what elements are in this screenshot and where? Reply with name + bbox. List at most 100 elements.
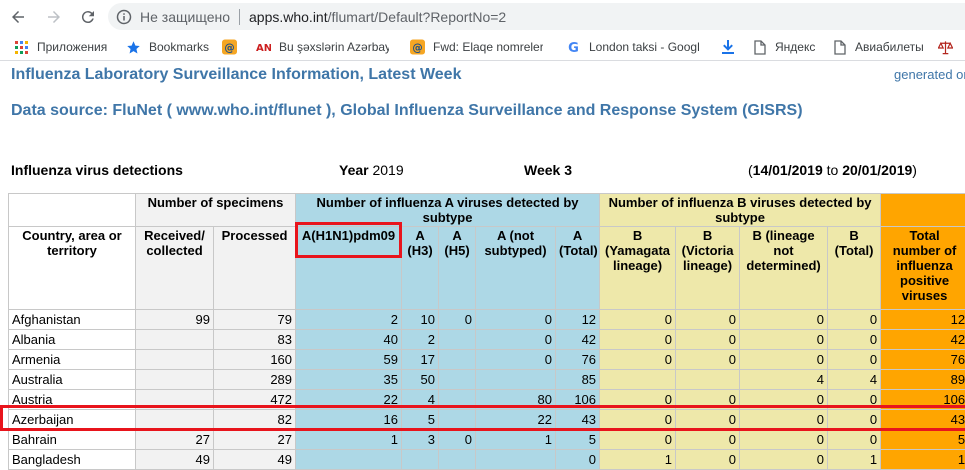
google-icon: G: [566, 40, 581, 55]
cell-total-positive: 76: [881, 350, 965, 370]
cell-h1n1: [296, 450, 402, 470]
cell-country: Austria: [9, 390, 136, 410]
cell-b-total: 0: [828, 430, 881, 450]
col-received: Received/ collected: [136, 227, 214, 310]
cell-b-victoria: 0: [676, 330, 740, 350]
cell-received: [136, 390, 214, 410]
cell-total-positive: 42: [881, 330, 965, 350]
url-path[interactable]: /flumart/Default?ReportNo=2: [328, 9, 507, 25]
cell-a-not-subtyped: 0: [476, 310, 556, 330]
cell-h3: 10: [402, 310, 439, 330]
cell-total-positive: 89: [881, 370, 965, 390]
col-a-not-subtyped: A (not subtyped): [476, 227, 556, 310]
cell-h5: [439, 390, 476, 410]
cell-b-victoria: [676, 370, 740, 390]
col-b-total: B (Total): [828, 227, 881, 310]
scales-icon: [938, 40, 953, 55]
cell-received: [136, 330, 214, 350]
cell-total-positive: 12: [881, 310, 965, 330]
cell-b-victoria: 0: [676, 390, 740, 410]
cell-received: [136, 410, 214, 430]
cell-h3: 4: [402, 390, 439, 410]
address-divider: [239, 9, 240, 25]
bookmark-download[interactable]: [720, 38, 743, 56]
bookmark-mail[interactable]: @: [222, 38, 245, 56]
bookmarks-bar: Приложения Bookmarks @ AN Bu şəxslərin A…: [0, 33, 965, 61]
bookmark-an[interactable]: AN Bu şəxslərin Azərbayc: [256, 38, 389, 56]
cell-b-yamagata: 0: [600, 350, 676, 370]
col-b-undetermined: B (lineage not determined): [740, 227, 828, 310]
arrow-right-icon: [45, 8, 63, 26]
cell-processed: 49: [214, 450, 296, 470]
cell-b-undetermined: 0: [740, 450, 828, 470]
a-viruses-group-header: Number of influenza A viruses detected b…: [296, 194, 600, 227]
cell-a-not-subtyped: 0: [476, 330, 556, 350]
year-label: Year: [339, 162, 369, 178]
cell-b-yamagata: 0: [600, 430, 676, 450]
cell-h5: 0: [439, 430, 476, 450]
security-status[interactable]: Не защищено: [140, 9, 230, 25]
cell-h5: [439, 370, 476, 390]
back-button[interactable]: [6, 5, 30, 29]
cell-b-yamagata: 0: [600, 390, 676, 410]
cell-h1n1: 22: [296, 390, 402, 410]
bookmark-aviabilety[interactable]: Авиабилеты: [832, 38, 924, 56]
browser-toolbar: Не защищено apps.who.int/flumart/Default…: [0, 0, 965, 33]
cell-b-total: 1: [828, 450, 881, 470]
mail-at-icon: @: [410, 40, 425, 55]
bookmark-yandex[interactable]: Яндекс: [752, 38, 815, 56]
cell-b-total: 0: [828, 410, 881, 430]
range-to: 20/01/2019: [842, 162, 912, 178]
cell-b-undetermined: 0: [740, 410, 828, 430]
cell-h3: 5: [402, 410, 439, 430]
bookmark-fwd[interactable]: @ Fwd: Elaqe nomreleri: [410, 38, 543, 56]
svg-text:G: G: [568, 41, 579, 55]
page-title: Influenza Laboratory Surveillance Inform…: [11, 66, 461, 84]
url-host[interactable]: apps.who.int: [249, 9, 328, 25]
col-a-total: A (Total): [556, 227, 600, 310]
week-value: 3: [564, 162, 572, 178]
bookmark-apps[interactable]: Приложения: [14, 38, 107, 56]
specimens-group-header: Number of specimens: [136, 194, 296, 227]
cell-h3: 3: [402, 430, 439, 450]
cell-h1n1: 40: [296, 330, 402, 350]
address-bar[interactable]: Не защищено apps.who.int/flumart/Default…: [108, 3, 965, 30]
cell-country: Australia: [9, 370, 136, 390]
year-field: Year 2019: [339, 162, 404, 178]
bookmark-google[interactable]: G London taksi - Googl: [566, 38, 699, 56]
cell-b-total: 0: [828, 390, 881, 410]
cell-a-not-subtyped: 80: [476, 390, 556, 410]
date-range: (14/01/2019 to 20/01/2019): [748, 162, 917, 178]
cell-b-total: 4: [828, 370, 881, 390]
cell-a-not-subtyped: 1: [476, 430, 556, 450]
cell-a-total: 42: [556, 330, 600, 350]
info-icon[interactable]: [116, 9, 132, 25]
reload-button[interactable]: [76, 5, 100, 29]
bookmark-bookmarks[interactable]: Bookmarks: [126, 38, 209, 56]
cell-h1n1: 59: [296, 350, 402, 370]
cell-b-total: 0: [828, 350, 881, 370]
cell-processed: 83: [214, 330, 296, 350]
page-icon: [832, 40, 847, 55]
col-h5: A (H5): [439, 227, 476, 310]
week-field: Week 3: [524, 162, 572, 178]
cell-h3: 17: [402, 350, 439, 370]
cell-processed: 472: [214, 390, 296, 410]
forward-button[interactable]: [42, 5, 66, 29]
cell-processed: 79: [214, 310, 296, 330]
detections-label: Influenza virus detections: [11, 162, 183, 178]
bookmark-scales[interactable]: [938, 38, 961, 56]
cell-a-not-subtyped: [476, 450, 556, 470]
reload-icon: [79, 8, 97, 26]
cell-h3: [402, 450, 439, 470]
cell-b-undetermined: 0: [740, 350, 828, 370]
cell-a-total: 106: [556, 390, 600, 410]
svg-text:AN: AN: [256, 43, 271, 54]
cell-a-total: 0: [556, 450, 600, 470]
